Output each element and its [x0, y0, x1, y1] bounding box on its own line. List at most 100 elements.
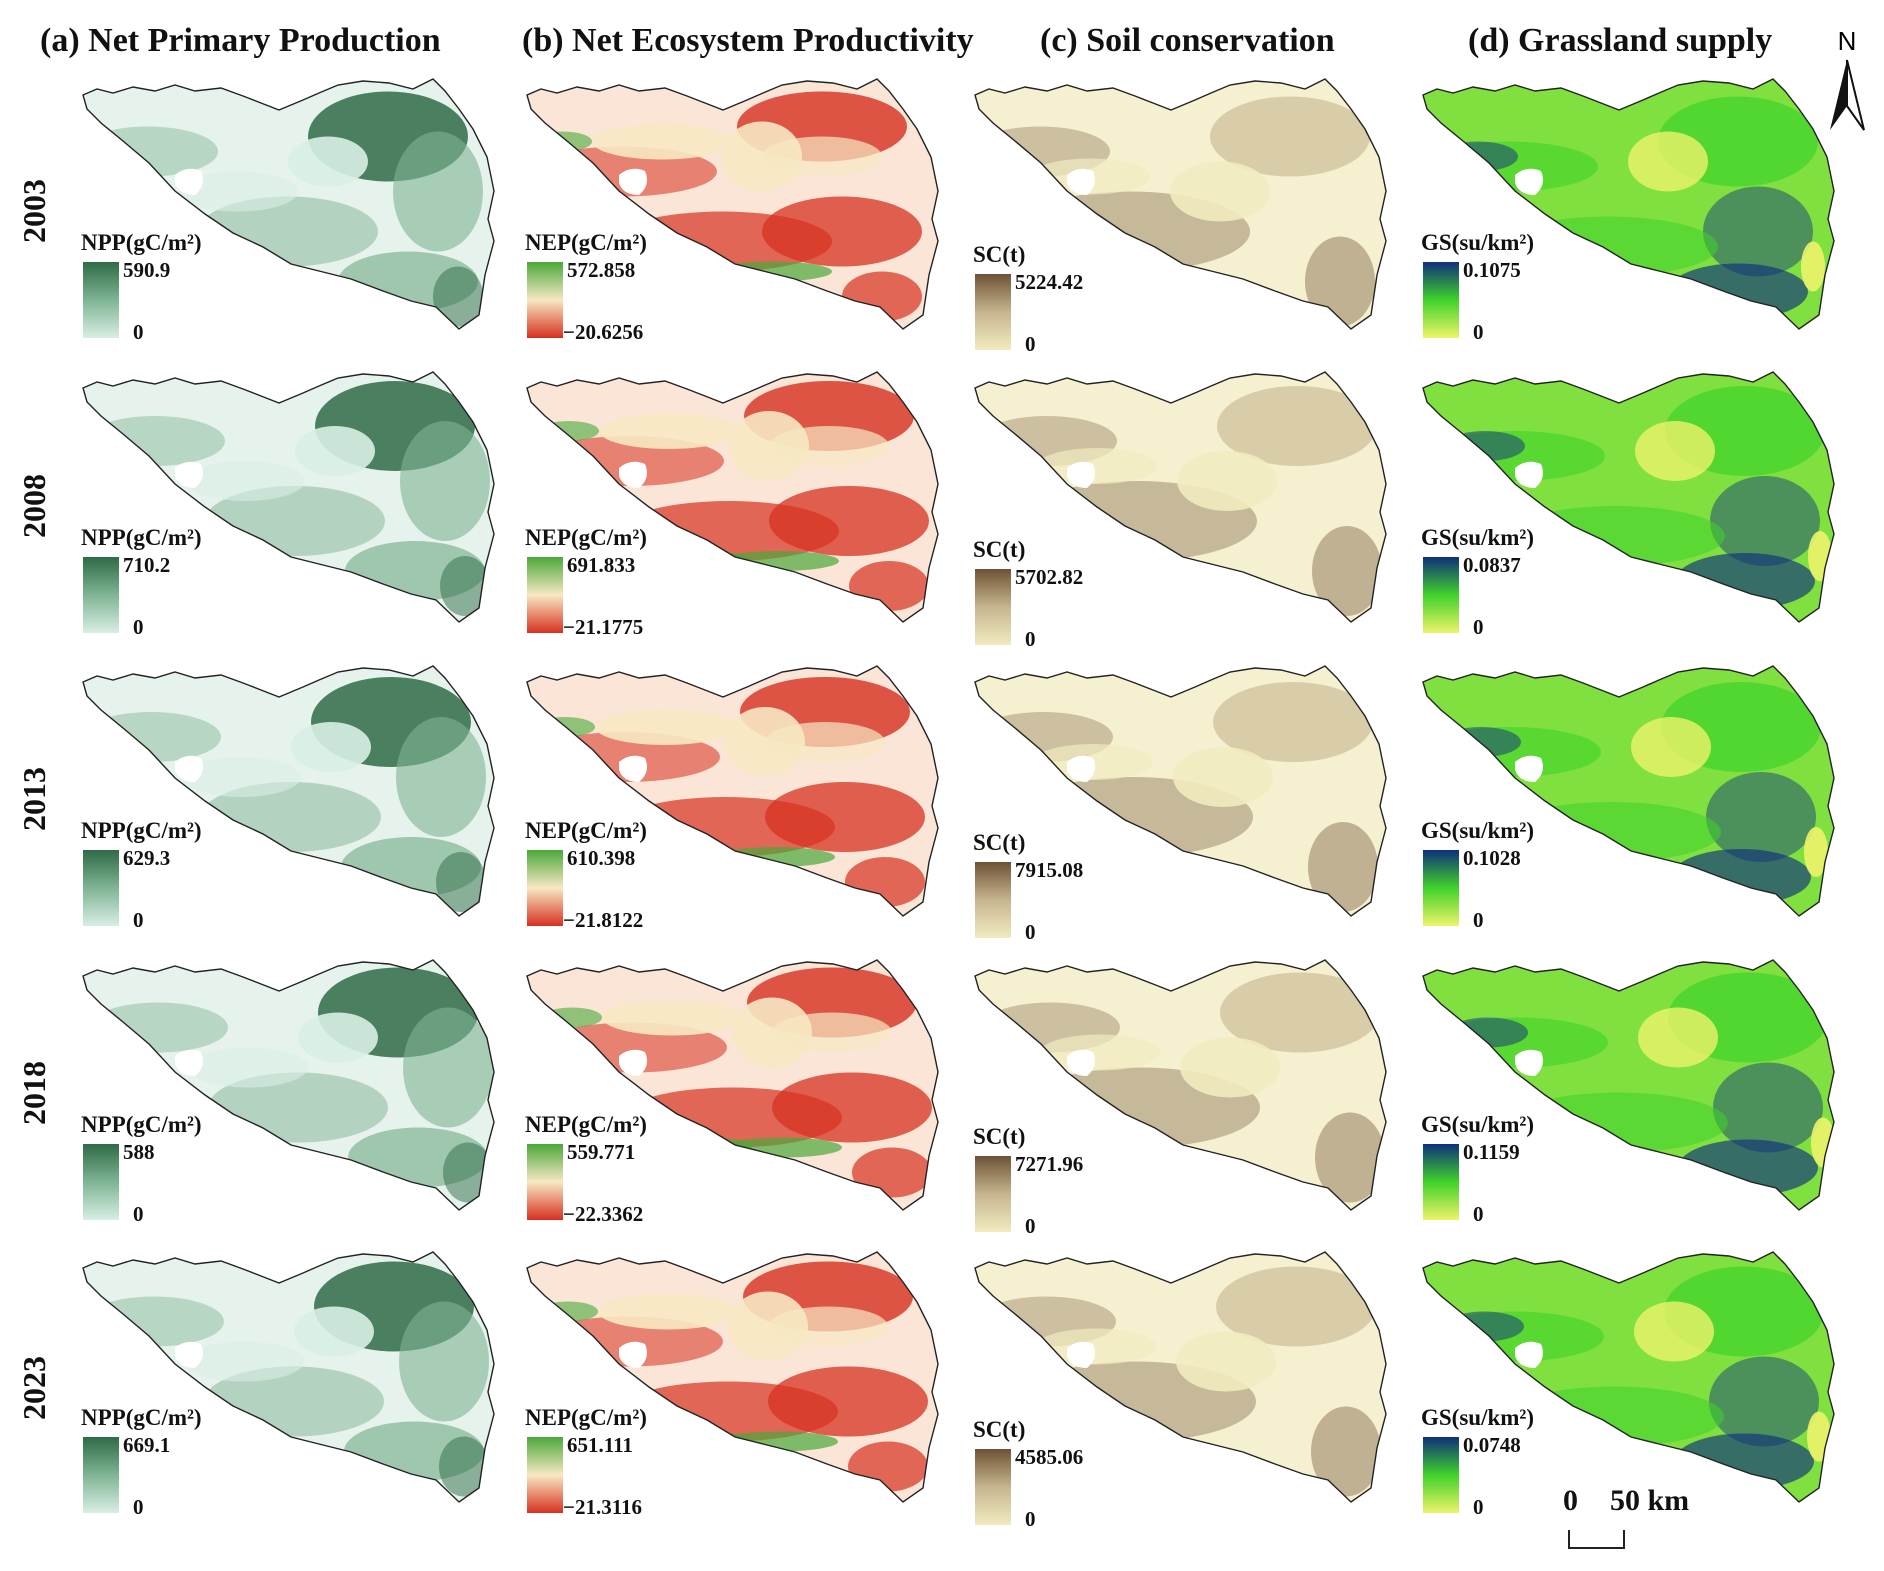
map-patch [1671, 849, 1811, 905]
map-patch [178, 171, 298, 212]
map-patch [768, 1306, 888, 1347]
map-patch [765, 722, 885, 762]
map-patch [1638, 1007, 1718, 1068]
map-patch [188, 1047, 308, 1088]
lake-area [175, 461, 203, 488]
legend-min-value: −21.8122 [563, 908, 644, 932]
map-patch [393, 131, 483, 252]
map-patch [184, 1341, 304, 1382]
map-npp-2008 [82, 371, 495, 623]
map-gs-2023 [1422, 1251, 1835, 1503]
map-patch [1631, 717, 1711, 777]
map-patch [1438, 141, 1518, 172]
map-patch [433, 266, 483, 327]
legend-title-nep: NEP(gC/m²) [525, 525, 647, 550]
legend-max-value: 5702.82 [1015, 565, 1084, 589]
map-patch [599, 413, 739, 449]
map-patch [712, 261, 832, 282]
map-gs-2003 [1422, 78, 1835, 330]
column-title-npp: (a) Net Primary Production [40, 22, 441, 59]
map-patch [181, 757, 301, 797]
legend-title-gs: GS(su/km²) [1421, 1405, 1534, 1430]
legend-title-npp: NPP(gC/m²) [81, 818, 202, 843]
lake-area [619, 168, 647, 195]
region-boundary [974, 1251, 1387, 1503]
map-patch [1210, 96, 1370, 177]
lake-area [1515, 461, 1543, 488]
legend-colorbar-gs [1423, 1437, 1459, 1513]
map-patch [848, 1441, 928, 1492]
map-patch [842, 271, 922, 322]
year-label-2018: 2018 [16, 1061, 52, 1125]
region-boundary [526, 1251, 939, 1503]
map-patch [399, 1301, 489, 1422]
lake-area [619, 1049, 647, 1076]
legend-title-npp: NPP(gC/m²) [81, 525, 202, 550]
map-patch [1177, 451, 1277, 511]
map-patch [1713, 1062, 1823, 1153]
map-patch [619, 501, 839, 561]
map-patch [852, 1147, 932, 1198]
legend-max-value: 669.1 [123, 1433, 171, 1457]
map-patch [1040, 1034, 1160, 1071]
legend-colorbar-sc [975, 569, 1011, 645]
legend-min-value: 0 [1473, 1495, 1484, 1519]
map-npp-2013 [82, 665, 495, 917]
year-label-2008: 2008 [16, 474, 52, 538]
map-patch [84, 1296, 224, 1347]
lake-area [619, 461, 647, 488]
legend-min-value: 0 [133, 320, 144, 344]
map-sc-2008 [974, 371, 1387, 623]
year-label-2013: 2013 [16, 767, 52, 831]
map-npp-2018 [82, 959, 495, 1211]
map-patch [1811, 1117, 1834, 1168]
legend-min-value: 0 [133, 1202, 144, 1226]
lake-area [619, 755, 647, 782]
legend-colorbar-gs [1423, 1144, 1459, 1220]
legend-title-sc: SC(t) [973, 242, 1026, 267]
legend-min-value: 0 [1025, 627, 1036, 651]
map-patch [1213, 682, 1373, 762]
legend-colorbar-npp [83, 850, 119, 926]
map-patch [1170, 161, 1270, 222]
legend-max-value: 5224.42 [1015, 270, 1084, 294]
map-sc-2018 [974, 959, 1387, 1211]
map-patch [1678, 1139, 1818, 1196]
legend-colorbar-npp [83, 1437, 119, 1513]
legend-colorbar-npp [83, 557, 119, 633]
legend-max-value: 572.858 [567, 258, 636, 282]
map-patch [1036, 1328, 1156, 1365]
map-patch [83, 712, 221, 762]
lake-area [1515, 168, 1543, 195]
legend-min-value: −20.6256 [563, 320, 644, 344]
map-patch [291, 722, 371, 772]
map-sc-2013 [974, 665, 1387, 917]
legend-max-value: 4585.06 [1015, 1445, 1084, 1469]
map-nep-2003 [526, 78, 939, 330]
map-patch [1312, 526, 1382, 616]
region-boundary [1422, 1251, 1835, 1503]
lake-area [175, 755, 203, 782]
legend-max-value: 0.1159 [1463, 1140, 1520, 1164]
legend-min-value: 0 [1025, 1507, 1036, 1531]
legend-max-value: 0.1075 [1463, 258, 1521, 282]
map-patch [1444, 1311, 1524, 1342]
legend-min-value: 0 [1473, 1202, 1484, 1226]
scale-bar: 0 50 km [1548, 1484, 1708, 1554]
legend-min-value: 0 [1025, 1214, 1036, 1238]
legend-max-value: 610.398 [567, 846, 636, 870]
legend-title-gs: GS(su/km²) [1421, 818, 1534, 843]
map-patch [85, 416, 225, 466]
map-patch [622, 1087, 842, 1148]
map-patch [1801, 241, 1825, 292]
map-gs-2008 [1422, 371, 1835, 623]
map-npp-2003 [82, 78, 495, 330]
map-nep-2013 [526, 665, 939, 917]
map-patch [769, 426, 889, 466]
legend-min-value: 0 [133, 1495, 144, 1519]
map-patch [1675, 553, 1815, 609]
map-patch [592, 123, 732, 160]
legend-max-value: 559.771 [567, 1140, 636, 1164]
map-patch [598, 1293, 738, 1330]
legend-colorbar-nep [527, 1144, 563, 1220]
